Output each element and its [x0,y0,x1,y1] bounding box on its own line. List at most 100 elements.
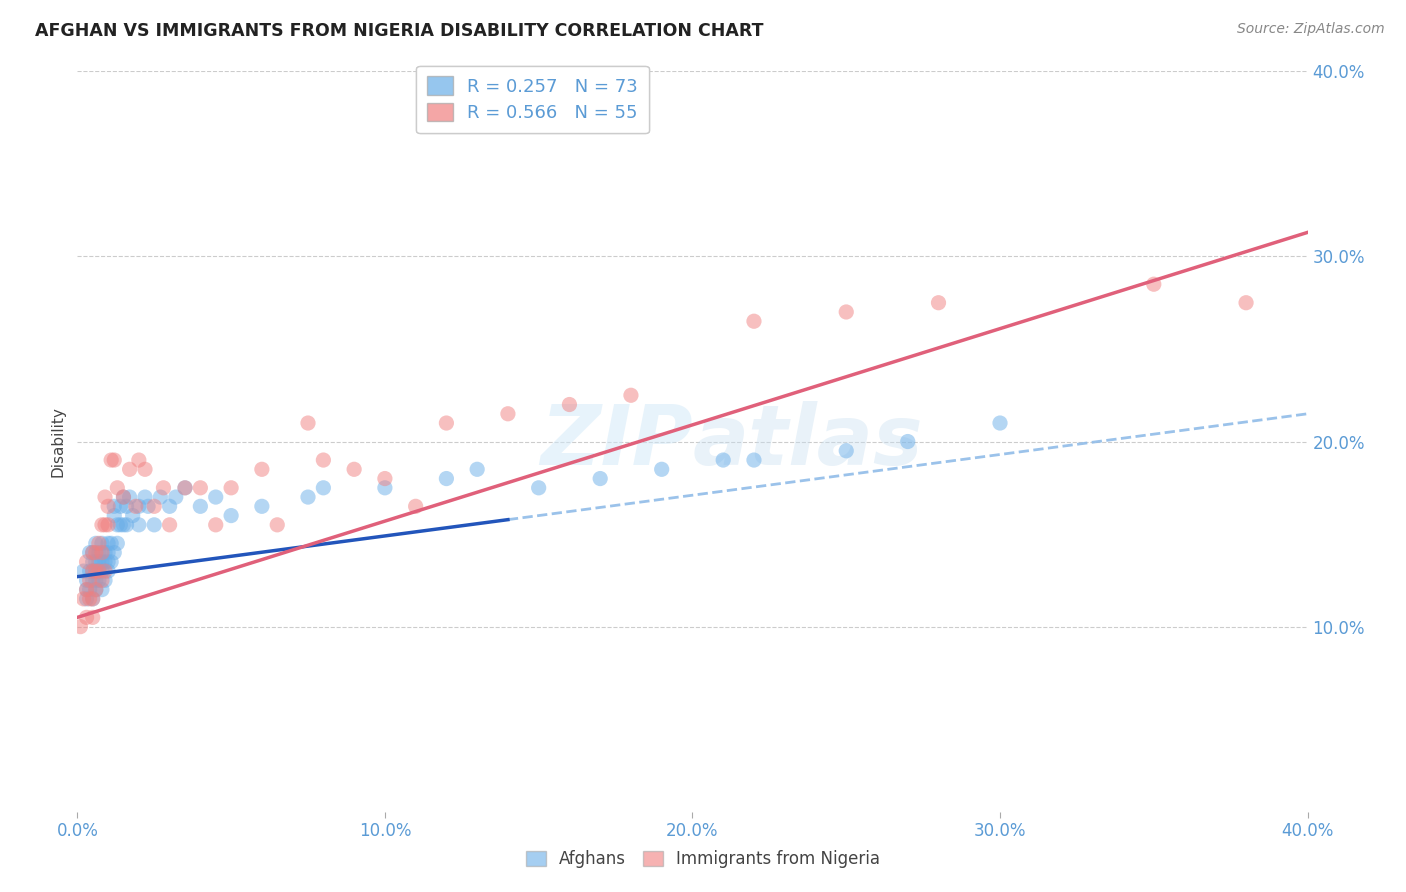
Point [79,564,101,578]
Point [134,462,156,476]
Point [94,545,117,560]
Point [97,564,120,578]
Point [343,462,366,476]
Point [312,481,335,495]
Point [82,591,104,606]
Point [112,490,135,504]
Legend: Afghans, Immigrants from Nigeria: Afghans, Immigrants from Nigeria [519,844,887,875]
Point [84,536,107,550]
Point [103,508,125,523]
Point [94,564,117,578]
Point [84,545,107,560]
Point [219,508,242,523]
Point [90,536,114,550]
Point [112,517,135,532]
Point [143,517,166,532]
Point [297,416,319,430]
Text: ZIP: ZIP [540,401,693,482]
Point [174,481,197,495]
Point [374,472,396,486]
Point [100,453,122,467]
Point [128,453,150,467]
Point [97,500,120,514]
Point [72,591,94,606]
Point [82,564,104,578]
Point [742,314,765,328]
Point [79,582,101,597]
Point [94,555,117,569]
Point [76,574,98,588]
Point [87,536,110,550]
Point [115,500,138,514]
Point [84,574,107,588]
Point [87,574,110,588]
Point [174,481,197,495]
Point [125,500,148,514]
Point [219,481,242,495]
Point [76,591,98,606]
Point [76,610,98,624]
Point [82,555,104,569]
Point [103,453,125,467]
Point [105,517,128,532]
Point [118,490,141,504]
Point [87,545,110,560]
Point [90,555,114,569]
Y-axis label: Disability: Disability [51,406,66,477]
Point [76,582,98,597]
Point [436,416,458,430]
Point [97,536,120,550]
Point [100,536,122,550]
Point [105,536,128,550]
Point [165,490,187,504]
Point [84,582,107,597]
Point [297,490,319,504]
Point [558,398,581,412]
Point [835,443,858,458]
Text: Source: ZipAtlas.com: Source: ZipAtlas.com [1237,22,1385,37]
Point [90,574,114,588]
Point [312,453,335,467]
Point [711,453,734,467]
Point [188,500,212,514]
Point [103,500,125,514]
Point [374,481,396,495]
Point [103,545,125,560]
Point [128,500,150,514]
Point [121,508,143,523]
Point [79,545,101,560]
Point [149,490,172,504]
Point [988,416,1011,430]
Point [1234,295,1257,310]
Point [82,564,104,578]
Point [97,517,120,532]
Point [94,574,117,588]
Point [90,564,114,578]
Point [82,591,104,606]
Point [250,500,273,514]
Point [620,388,643,402]
Point [128,517,150,532]
Point [589,472,612,486]
Point [405,500,427,514]
Text: AFGHAN VS IMMIGRANTS FROM NIGERIA DISABILITY CORRELATION CHART: AFGHAN VS IMMIGRANTS FROM NIGERIA DISABI… [35,22,763,40]
Point [94,517,117,532]
Point [84,564,107,578]
Point [84,582,107,597]
Point [84,555,107,569]
Point [82,610,104,624]
Point [76,582,98,597]
Point [897,434,920,449]
Point [97,555,120,569]
Point [204,517,226,532]
Point [82,545,104,560]
Point [87,555,110,569]
Point [90,517,114,532]
Point [90,545,114,560]
Point [143,500,166,514]
Point [90,582,114,597]
Point [1143,277,1166,292]
Point [118,462,141,476]
Point [69,619,91,633]
Point [82,574,104,588]
